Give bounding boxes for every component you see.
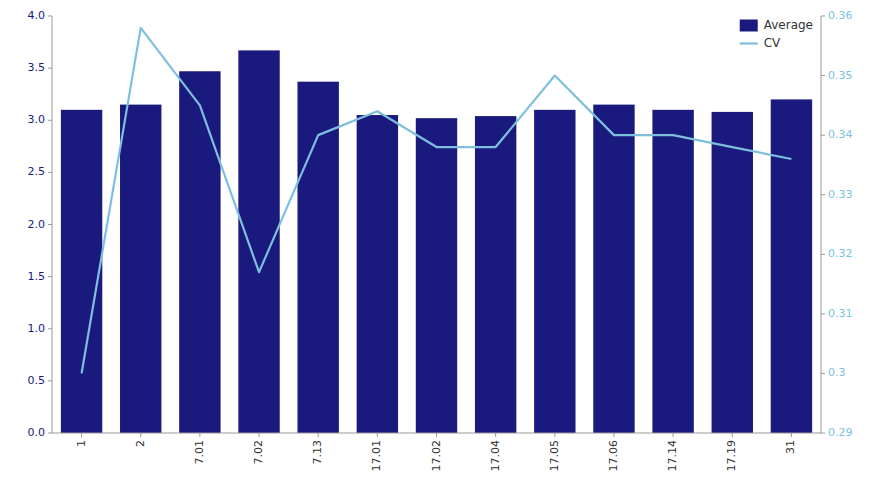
y-tick [48, 172, 52, 173]
y-tick [48, 68, 52, 69]
y2-tick [821, 433, 825, 434]
y2-tick [821, 135, 825, 136]
y2-tick [821, 194, 825, 195]
y-tick-label: 2.5 [28, 165, 46, 178]
legend-swatch [740, 42, 758, 44]
y-tick [48, 380, 52, 381]
y2-tick-label: 0.32 [828, 247, 853, 260]
y2-tick-label: 0.33 [828, 188, 853, 201]
y2-tick [821, 16, 825, 17]
marks [61, 28, 812, 433]
y-tick [48, 224, 52, 225]
y-tick-label: 1.0 [28, 322, 46, 335]
x-tick [554, 433, 555, 437]
y2-axis-line [821, 16, 822, 433]
legend-label: Average [764, 18, 813, 32]
axes: 0.0 0.5 1.0 1.5 2.0 2.5 3.0 3.5 4.0 0.29 0.3 0.31 0.… [28, 9, 853, 472]
x-tick [613, 433, 614, 437]
x-tick-label: 17.02 [430, 440, 443, 472]
y-tick [48, 120, 52, 121]
y-tick-label: 0.5 [28, 374, 46, 387]
y-tick-label: 1.5 [28, 270, 46, 283]
bar [120, 105, 161, 433]
y2-tick [821, 373, 825, 374]
y2-tick [821, 254, 825, 255]
legend-swatch [740, 20, 758, 32]
y-tick-label: 3.5 [28, 61, 46, 74]
x-tick [199, 433, 200, 437]
x-tick-label: 7.13 [311, 440, 324, 465]
x-tick-label: 1 [75, 440, 88, 447]
y-tick-label: 4.0 [28, 9, 46, 22]
bar [179, 71, 220, 433]
line [82, 28, 792, 374]
x-tick [318, 433, 319, 437]
x-tick [673, 433, 674, 437]
x-tick-label: 17.01 [370, 440, 383, 472]
x-tick [140, 433, 141, 437]
bar [534, 110, 575, 433]
bar [475, 116, 516, 433]
x-tick [81, 433, 82, 437]
x-tick-label: 17.05 [548, 440, 561, 472]
chart: 0.0 0.5 1.0 1.5 2.0 2.5 3.0 3.5 4.0 0.29 0.3 0.31 0.… [0, 0, 877, 495]
legend: Average CV [740, 18, 813, 50]
x-tick-label: 17.04 [489, 440, 502, 472]
y-tick [48, 16, 52, 17]
x-tick-label: 17.14 [666, 440, 679, 472]
y2-tick [821, 313, 825, 314]
x-tick-label: 2 [134, 440, 147, 447]
x-tick-label: 31 [784, 440, 797, 454]
x-tick-label: 17.19 [725, 440, 738, 472]
x-tick [377, 433, 378, 437]
y-tick-label: 3.0 [28, 113, 46, 126]
x-tick-label: 17.06 [607, 440, 620, 472]
y2-tick-label: 0.34 [828, 128, 853, 141]
x-tick-label: 7.02 [252, 440, 265, 465]
bar [771, 99, 812, 433]
x-tick [791, 433, 792, 437]
y2-tick-label: 0.3 [828, 366, 846, 379]
x-tick [732, 433, 733, 437]
bar [652, 110, 693, 433]
y-tick-label: 0.0 [28, 426, 46, 439]
y-tick [48, 276, 52, 277]
bar [357, 115, 398, 433]
y-tick [48, 328, 52, 329]
legend-label: CV [764, 36, 781, 50]
bar [416, 118, 457, 433]
x-tick-label: 7.01 [193, 440, 206, 465]
y2-tick-label: 0.29 [828, 426, 853, 439]
y2-tick-label: 0.31 [828, 307, 853, 320]
x-tick [436, 433, 437, 437]
bar [712, 112, 753, 433]
bar [61, 110, 102, 433]
y-tick-label: 2.0 [28, 218, 46, 231]
x-tick [259, 433, 260, 437]
y2-tick-label: 0.35 [828, 69, 853, 82]
x-tick [495, 433, 496, 437]
bar [593, 105, 634, 433]
y2-tick [821, 75, 825, 76]
y-tick [48, 433, 52, 434]
y2-tick-label: 0.36 [828, 9, 853, 22]
bar [238, 50, 279, 433]
